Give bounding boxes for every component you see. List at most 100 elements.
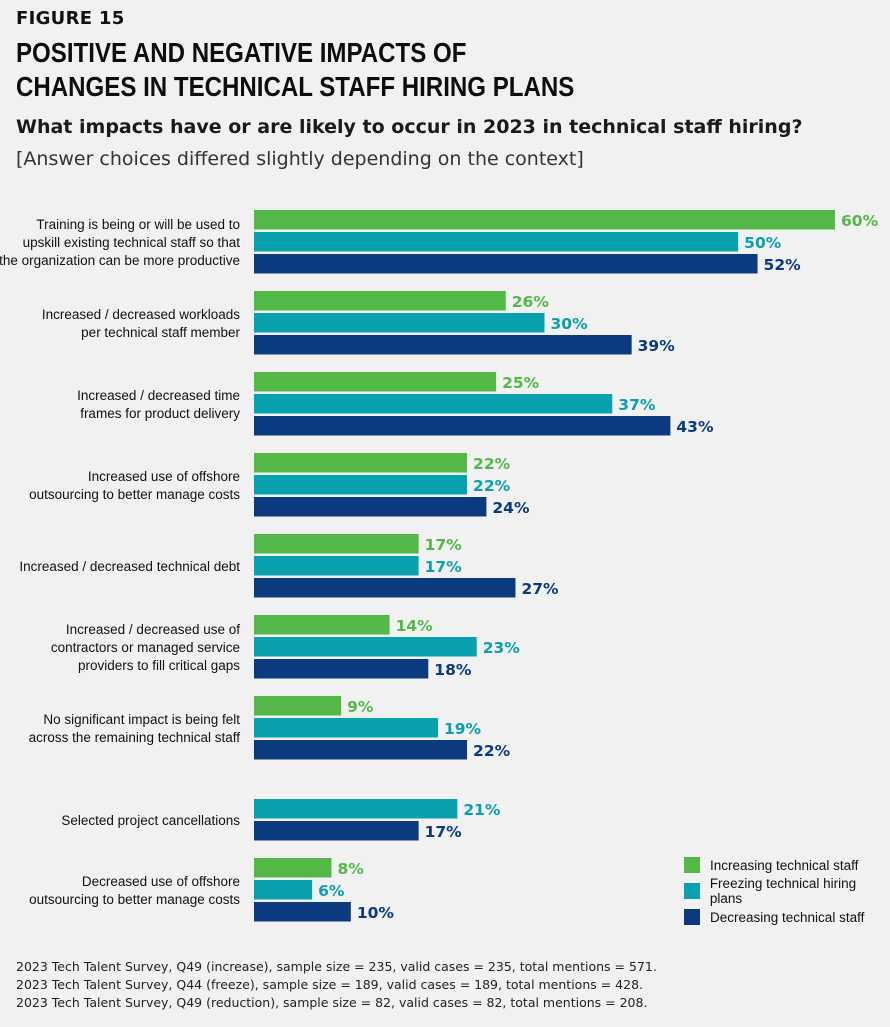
data-label-freezing: 21% <box>463 801 501 819</box>
bar-freezing <box>254 475 468 495</box>
category-label: Training is being or will be used to upsk… <box>0 217 240 268</box>
bar-decreasing <box>254 497 487 517</box>
category-label-line: Increased / decreased workloads <box>42 307 240 322</box>
legend-label-freezing: Freezing technical hiring plans <box>709 876 857 906</box>
data-label-freezing: 30% <box>551 315 589 333</box>
chart-note: [Answer choices differed slightly depend… <box>16 148 584 170</box>
bar-decreasing <box>254 659 429 679</box>
data-label-decreasing: 18% <box>434 661 472 679</box>
category-label-line: frames for product delivery <box>80 406 240 421</box>
category-label-line: Increased / decreased time <box>77 388 240 403</box>
bar-decreasing <box>254 821 419 841</box>
legend-label-increasing: Increasing technical staff <box>710 857 859 873</box>
data-label-increasing: 9% <box>347 698 374 716</box>
category-label: Increased / decreased time frames for pro… <box>77 388 240 421</box>
bar-increasing <box>254 696 342 716</box>
data-label-freezing: 19% <box>444 720 482 738</box>
bar-increasing <box>254 858 332 878</box>
legend-item-decreasing: Decreasing technical staff <box>684 904 890 930</box>
category-label-line: Selected project cancellations <box>61 813 240 828</box>
data-label-increasing: 17% <box>425 536 463 554</box>
category-label: Selected project cancellations <box>61 813 240 828</box>
bar-freezing <box>254 394 613 414</box>
data-label-freezing: 50% <box>744 234 782 252</box>
bar-increasing <box>254 372 497 392</box>
legend-item-increasing: Increasing technical staff <box>684 852 890 878</box>
bar-freezing <box>254 556 419 576</box>
category-label-line: Increased use of offshore <box>88 469 240 484</box>
source-notes: 2023 Tech Talent Survey, Q49 (increase),… <box>16 958 657 1012</box>
bar-decreasing <box>254 254 758 274</box>
data-label-freezing: 23% <box>483 639 521 657</box>
category-label-line: contractors or managed service <box>51 640 240 655</box>
bar-increasing <box>254 534 419 554</box>
bar-freezing <box>254 232 739 252</box>
source-note: 2023 Tech Talent Survey, Q49 (reduction)… <box>16 995 648 1010</box>
category-label-line: Training is being or will be used to <box>36 217 240 232</box>
data-label-increasing: 26% <box>512 293 550 311</box>
legend-swatch-increasing <box>684 857 700 873</box>
bar-decreasing <box>254 416 671 436</box>
data-label-increasing: 25% <box>502 374 540 392</box>
bar-decreasing <box>254 740 468 760</box>
legend-swatch-decreasing <box>684 909 700 925</box>
category-label-line: outsourcing to better manage costs <box>29 487 240 502</box>
data-label-decreasing: 24% <box>492 499 530 517</box>
data-label-freezing: 37% <box>618 396 656 414</box>
data-label-decreasing: 52% <box>764 256 802 274</box>
bar-chart: Training is being or will be used to upsk… <box>0 210 879 922</box>
category-label: Decreased use of offshore outsourcing to … <box>29 874 240 907</box>
chart-title-line-2: CHANGES IN TECHNICAL STAFF HIRING PLANS <box>16 71 575 102</box>
bar-decreasing <box>254 335 632 355</box>
category-label: Increased / decreased use of contractors … <box>51 622 240 673</box>
bar-increasing <box>254 615 390 635</box>
category-label: Increased / decreased technical debt <box>19 559 240 574</box>
data-label-freezing: 6% <box>318 882 345 900</box>
chart-subtitle: What impacts have or are likely to occur… <box>16 116 803 138</box>
bar-increasing <box>254 210 835 230</box>
bar-decreasing <box>254 902 351 922</box>
data-label-increasing: 60% <box>841 212 879 230</box>
data-label-decreasing: 27% <box>521 580 559 598</box>
legend-swatch-freezing <box>684 883 700 899</box>
category-label: No significant impact is being felt acros… <box>29 712 241 745</box>
legend-label-decreasing: Decreasing technical staff <box>710 909 865 925</box>
data-label-increasing: 22% <box>473 455 511 473</box>
bar-increasing <box>254 291 506 311</box>
source-note: 2023 Tech Talent Survey, Q44 (freeze), s… <box>16 977 644 992</box>
data-label-decreasing: 39% <box>638 337 676 355</box>
bar-freezing <box>254 880 313 900</box>
category-label-line: per technical staff member <box>81 325 240 340</box>
data-label-decreasing: 17% <box>425 823 463 841</box>
chart-legend: Increasing technical staff Freezing tech… <box>684 852 890 930</box>
chart-title: POSITIVE AND NEGATIVE IMPACTS OF CHANGES… <box>16 36 756 104</box>
category-label-line: providers to fill critical gaps <box>78 658 240 673</box>
category-label-line: the organization can be more productive <box>0 253 240 268</box>
category-label-line: No significant impact is being felt <box>43 712 240 727</box>
source-note: 2023 Tech Talent Survey, Q49 (increase),… <box>16 959 657 974</box>
category-label-line: outsourcing to better manage costs <box>29 892 240 907</box>
bar-decreasing <box>254 578 516 598</box>
category-label: Increased use of offshore outsourcing to … <box>29 469 240 502</box>
category-label-line: upskill existing technical staff so that <box>23 235 241 250</box>
data-label-freezing: 17% <box>425 558 463 576</box>
category-label: Increased / decreased workloads per techn… <box>42 307 241 340</box>
data-label-decreasing: 22% <box>473 742 511 760</box>
figure-label: FIGURE 15 <box>16 8 125 29</box>
bar-freezing <box>254 313 545 333</box>
data-label-decreasing: 43% <box>676 418 714 436</box>
data-label-increasing: 14% <box>396 617 434 635</box>
bar-freezing <box>254 718 438 738</box>
bar-increasing <box>254 453 468 473</box>
category-label-line: across the remaining technical staff <box>29 730 241 745</box>
chart-title-line-1: POSITIVE AND NEGATIVE IMPACTS OF <box>16 37 467 68</box>
bar-freezing <box>254 799 458 819</box>
category-label-line: Decreased use of offshore <box>82 874 240 889</box>
legend-item-freezing: Freezing technical hiring plans <box>684 876 890 906</box>
data-label-increasing: 8% <box>337 860 364 878</box>
data-label-freezing: 22% <box>473 477 511 495</box>
bar-freezing <box>254 637 477 657</box>
category-label-line: Increased / decreased use of <box>66 622 240 637</box>
data-label-decreasing: 10% <box>357 904 395 922</box>
category-label-line: Increased / decreased technical debt <box>19 559 240 574</box>
